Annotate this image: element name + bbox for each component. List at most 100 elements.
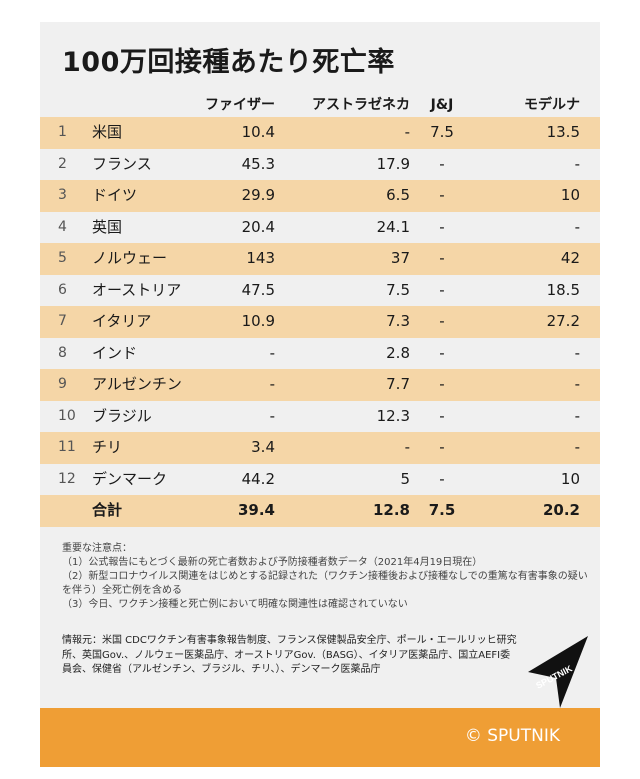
country-cell: ノルウェー [92,249,168,267]
sputnik-logo-icon: SPUTNIK [528,636,588,708]
pfizer-cell: 3.4 [251,438,275,456]
table-row: 2 フランス 45.3 17.9 - - [40,149,600,181]
rank-cell: 12 [58,470,76,487]
moderna-cell: 13.5 [546,123,580,141]
astrazeneca-cell: 7.3 [386,312,410,330]
astrazeneca-cell: - [404,438,410,456]
jj-cell: - [439,154,445,173]
rank-cell: 2 [58,155,67,172]
country-cell: 米国 [92,123,123,141]
note-item: （1）公式報告にもとづく最新の死亡者数および予防接種者数データ（2021年4月1… [62,557,483,568]
jj-cell: - [439,249,445,267]
country-cell: アルゼンチン [92,375,182,393]
data-table: 1 米国 10.4 - 7.5 13.5 2 フランス 45.3 17.9 - … [40,117,600,527]
table-row: 7 イタリア 10.9 7.3 - 27.2 [40,306,600,338]
astrazeneca-cell: 7.7 [386,375,410,393]
rank-cell: 7 [58,313,67,329]
astrazeneca-cell: 7.5 [386,280,410,299]
rank-cell: 8 [58,344,67,361]
pfizer-cell: 29.9 [241,186,275,204]
rank-cell: 10 [58,407,76,424]
pfizer-cell: 45.3 [241,154,275,173]
table-row: 5 ノルウェー 143 37 - 42 [40,243,600,275]
moderna-cell: - [574,217,580,236]
pfizer-cell: 20.4 [241,217,275,236]
column-header-jj: J&J [430,97,454,113]
moderna-cell: - [574,438,580,456]
moderna-cell: 42 [560,249,580,267]
pfizer-cell: 10.4 [241,123,275,141]
astrazeneca-cell: 24.1 [376,217,410,236]
country-cell: ブラジル [92,406,152,425]
notes-heading: 重要な注意点： [62,543,132,554]
rank-cell: 9 [58,376,67,392]
jj-cell: - [439,469,445,488]
moderna-cell: - [574,375,580,393]
rank-cell: 1 [58,124,67,140]
moderna-cell: 18.5 [546,280,580,299]
astrazeneca-cell: 12.3 [376,406,410,425]
table-row: 6 オーストリア 47.5 7.5 - 18.5 [40,275,600,307]
astrazeneca-total: 12.8 [372,501,410,519]
notes-section: 重要な注意点： （1）公式報告にもとづく最新の死亡者数および予防接種者数データ（… [62,542,592,612]
jj-cell: - [439,186,445,204]
country-cell: チリ [92,438,123,456]
table-row: 8 インド - 2.8 - - [40,338,600,370]
rank-cell: 4 [58,218,67,235]
country-cell: ドイツ [92,186,138,204]
table-row: 9 アルゼンチン - 7.7 - - [40,369,600,401]
jj-cell: - [439,375,445,393]
jj-cell: - [439,438,445,456]
rank-cell: 5 [58,250,67,266]
moderna-cell: - [574,406,580,425]
astrazeneca-cell: 37 [390,249,410,267]
jj-cell: - [439,312,445,330]
rank-cell: 6 [58,281,67,298]
jj-cell: - [439,217,445,236]
pfizer-cell: 10.9 [241,312,275,330]
pfizer-total: 39.4 [237,501,275,519]
table-row: 12 デンマーク 44.2 5 - 10 [40,464,600,496]
astrazeneca-cell: 2.8 [386,343,410,362]
column-header-moderna: モデルナ [524,97,580,113]
table-row: 3 ドイツ 29.9 6.5 - 10 [40,180,600,212]
pfizer-cell: 143 [246,249,275,267]
column-header-pfizer: ファイザー [205,97,275,113]
astrazeneca-cell: - [404,123,410,141]
country-cell: フランス [92,154,152,173]
table-row: 11 チリ 3.4 - - - [40,432,600,464]
astrazeneca-cell: 6.5 [386,186,410,204]
country-cell: オーストリア [92,280,182,299]
country-cell: インド [92,343,138,362]
note-item: （3）今日、ワクチン接種と死亡例において明確な関連性は確認されていない [62,599,408,610]
table-row: 10 ブラジル - 12.3 - - [40,401,600,433]
moderna-cell: 10 [560,469,580,488]
rank-cell: 3 [58,187,67,203]
astrazeneca-cell: 17.9 [376,154,410,173]
country-cell: 英国 [92,217,123,236]
moderna-cell: 27.2 [546,312,580,330]
country-cell: デンマーク [92,469,168,488]
jj-total: 7.5 [428,501,456,519]
column-header-astrazeneca: アストラゼネカ [312,97,410,113]
jj-cell: 7.5 [430,123,454,141]
note-item: （2）新型コロナウイルス関連をはじめとする記録された（ワクチン接種後および接種な… [62,571,588,596]
moderna-total: 20.2 [542,501,580,519]
astrazeneca-cell: 5 [400,469,410,488]
total-row: 合計 39.4 12.8 7.5 20.2 [40,495,600,527]
pfizer-cell: - [269,406,275,425]
sources-text: 情報元：米国 CDCワクチン有害事象報告制度、フランス保健製品安全庁、ポール・エ… [62,635,517,675]
total-label: 合計 [92,501,123,519]
table-row: 4 英国 20.4 24.1 - - [40,212,600,244]
table-row: 1 米国 10.4 - 7.5 13.5 [40,117,600,149]
page-title: 100万回接種あたり死亡率 [62,47,395,78]
pfizer-cell: - [269,375,275,393]
pfizer-cell: 44.2 [241,469,275,488]
footer-copyright: © SPUTNIK [464,726,560,746]
jj-cell: - [439,280,445,299]
jj-cell: - [439,406,445,425]
country-cell: イタリア [92,312,152,330]
pfizer-cell: 47.5 [241,280,275,299]
infographic-card: 100万回接種あたり死亡率 ファイザー アストラゼネカ J&J モデルナ 1 米… [40,22,600,767]
moderna-cell: 10 [560,186,580,204]
